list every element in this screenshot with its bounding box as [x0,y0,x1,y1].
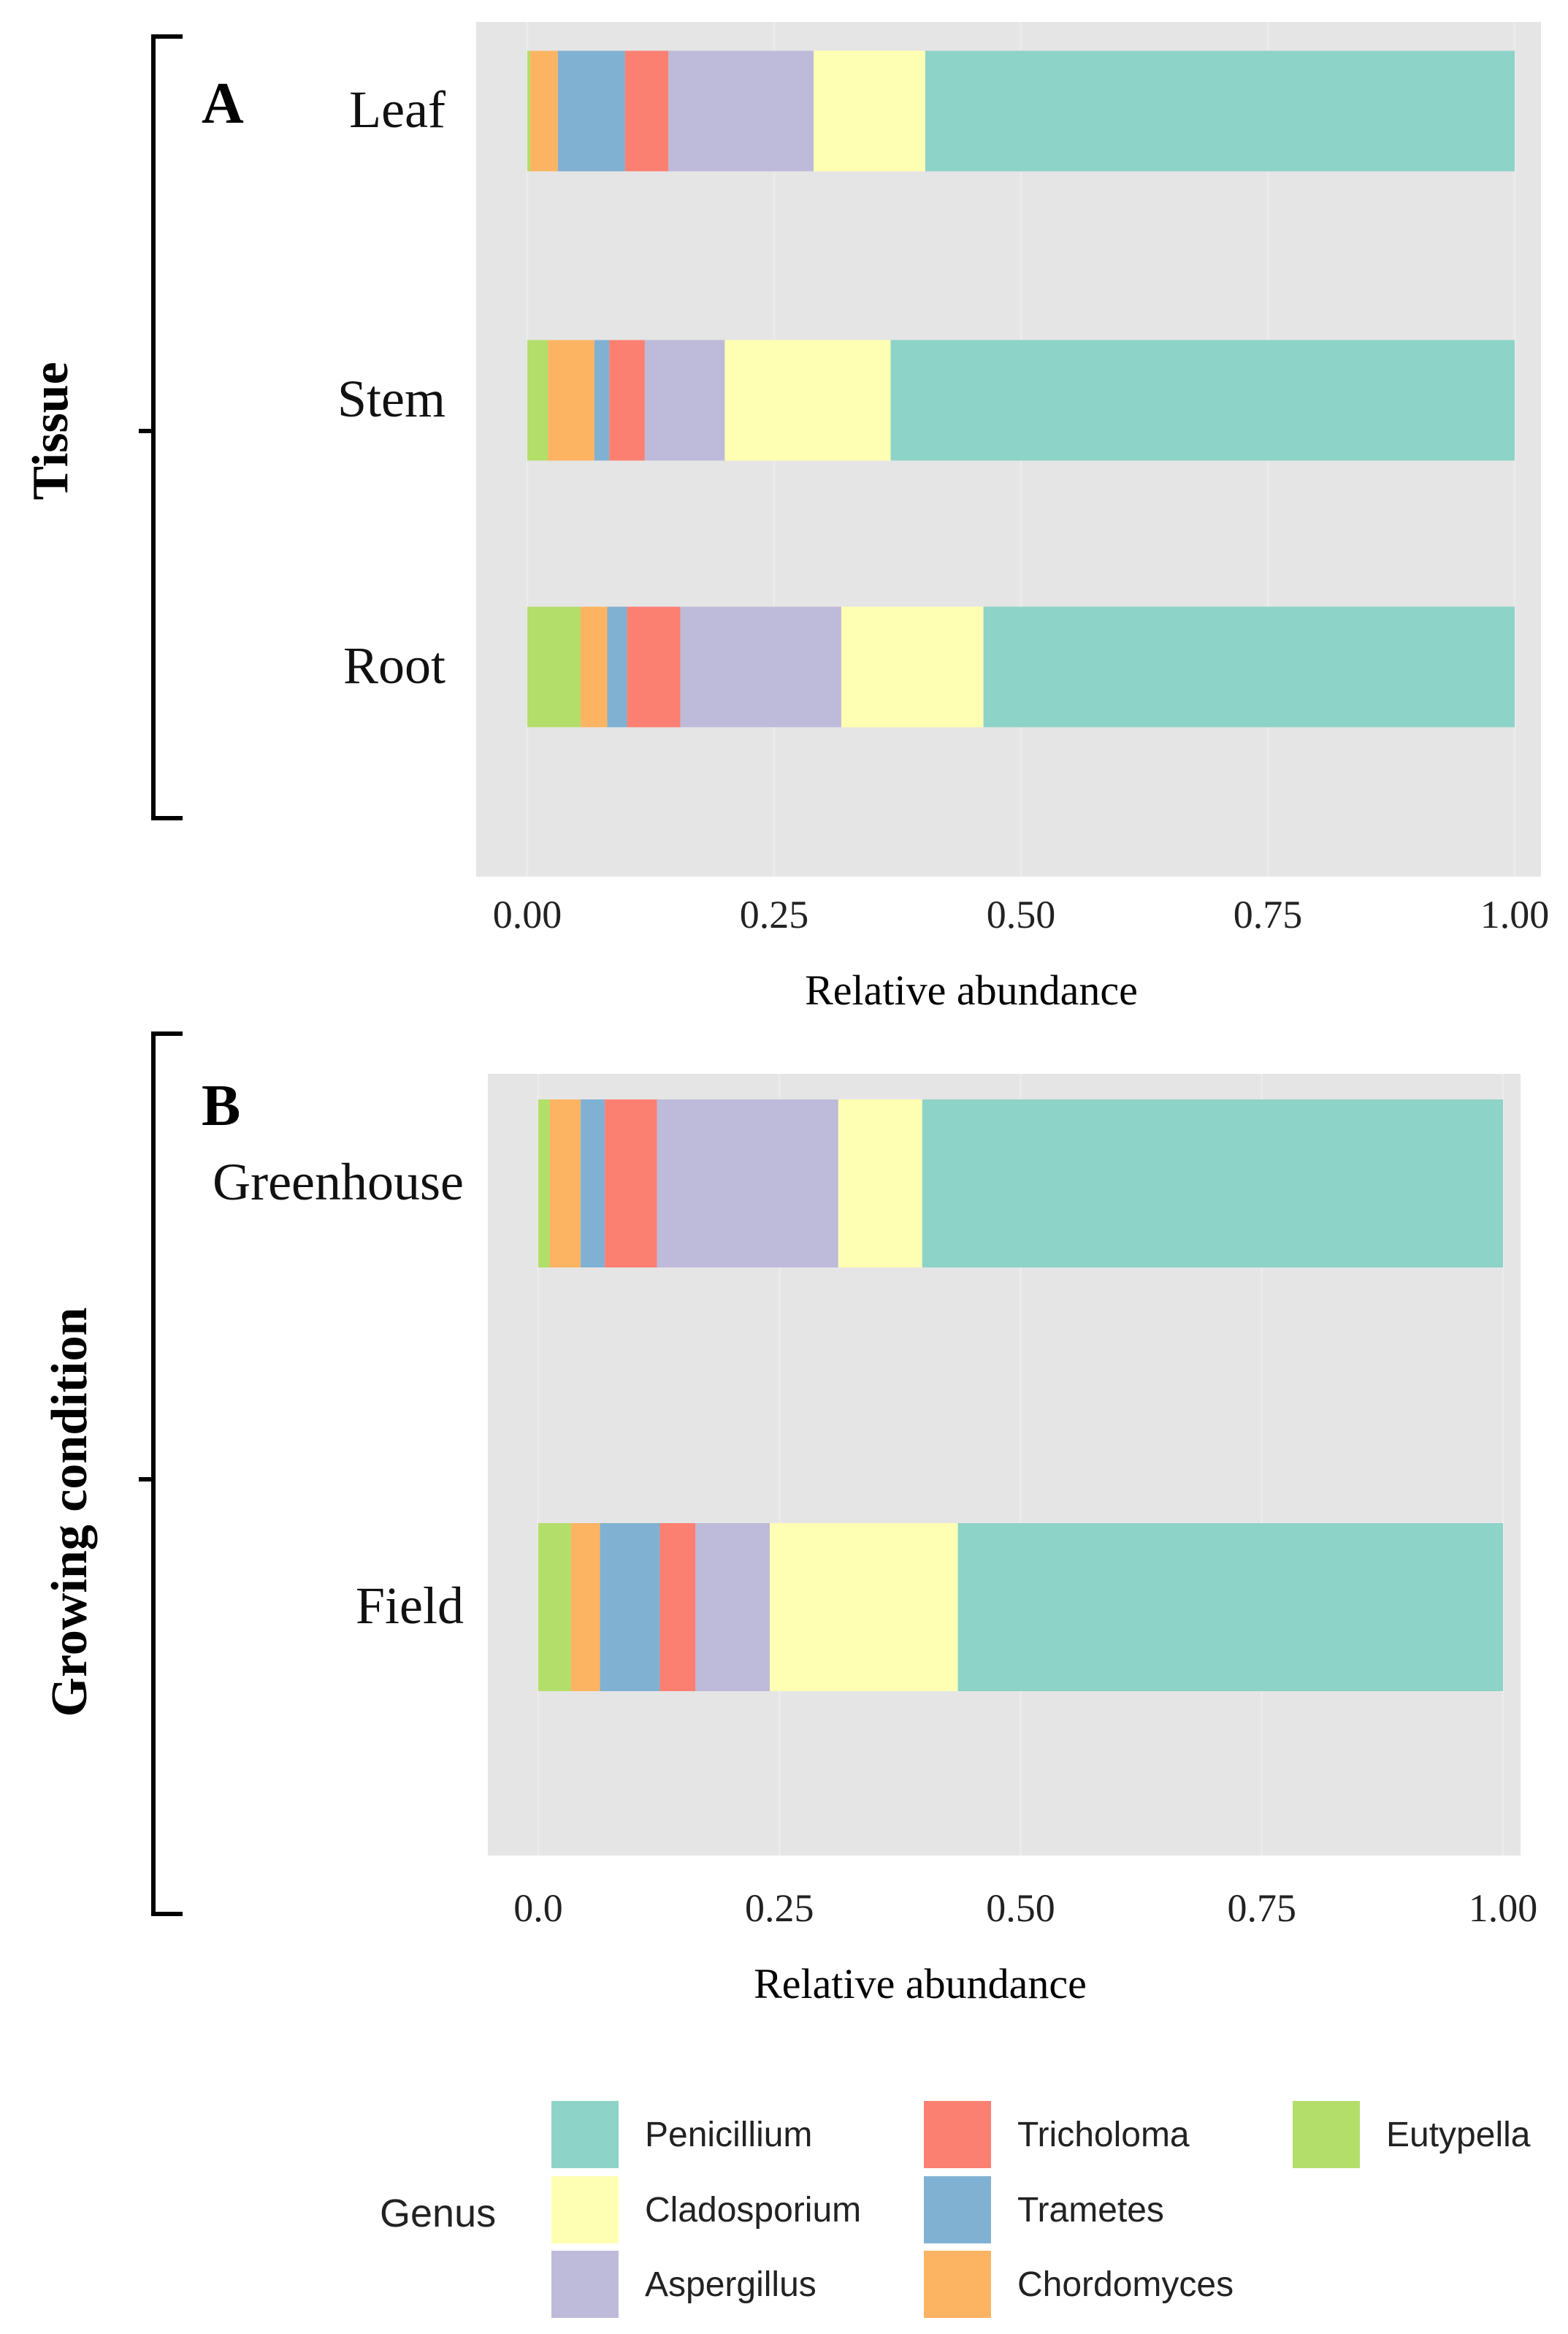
panel-b-x-axis-title: Relative abundance [754,1960,1087,2007]
panel-b-x-tick-label: 0.0 [513,1886,563,1930]
panel-b-x-tick-label: 1.00 [1469,1886,1538,1930]
panel-a-bar-stem-trametes [594,340,610,461]
panel-a-x-tick-label: 1.00 [1480,893,1550,937]
legend-item-eutypella: Eutypella [1293,2101,1531,2168]
panel-b-bar-greenhouse-trametes [581,1099,605,1267]
panel-a-bar-leaf-cladosporium [814,50,925,172]
legend-item-tricholoma: Tricholoma [924,2101,1190,2168]
legend-swatch-trametes [924,2176,991,2243]
panel-a-bars [527,50,1515,728]
legend-swatch-aspergillus [551,2251,619,2318]
panel-b: 0.0 0.25 0.50 0.75 1.00 Greenhouse Field B Re… [42,1031,1537,2007]
legend-title: Genus [380,2192,496,2235]
panel-b-bar-greenhouse-cladosporium [838,1099,922,1267]
panel-a-category-stem: Stem [337,370,445,428]
legend-swatch-penicillium [551,2101,619,2168]
panel-b-bar-field-eutypella [538,1523,571,1691]
panel-a-label: A [202,72,244,136]
panel-b-label: B [202,1074,240,1138]
legend-label-eutypella: Eutypella [1386,2116,1531,2154]
panel-a-bar-leaf-penicillium [925,50,1515,172]
panel-b-bars [538,1099,1503,1691]
panel-a-x-ticks: 0.00 0.25 0.50 0.75 1.00 [493,893,1550,937]
panel-a-bar-root-trametes [607,606,627,728]
panel-a-bar-leaf-eutypella [527,50,531,172]
panel-a-categories: Leaf Stem Root [337,80,445,695]
panel-a-bar-root-chordomyces [581,606,608,728]
panel-b-bar-field-cladosporium [770,1523,958,1691]
panel-b-bar-field-chordomyces [570,1523,600,1691]
panel-b-bar-greenhouse-tricholoma [605,1099,657,1267]
legend-item-cladosporium: Cladosporium [551,2176,861,2243]
panel-a-group-label: Tissue [23,362,79,500]
panel-a-category-leaf: Leaf [349,80,445,139]
panel-a-bar-root-eutypella [527,606,581,728]
panel-b-bar-greenhouse-penicillium [922,1099,1503,1267]
panel-a-x-axis-title: Relative abundance [805,966,1138,1014]
legend-label-tricholoma: Tricholoma [1017,2116,1190,2154]
panel-a-bracket [139,34,183,820]
panel-b-category-field: Field [356,1576,464,1635]
panel-a-bar-leaf-trametes [557,50,625,172]
panel-b-x-tick-label: 0.75 [1228,1886,1297,1930]
legend-swatch-chordomyces [924,2251,991,2318]
legend-swatch-cladosporium [551,2176,619,2243]
panel-b-bar-greenhouse-eutypella [538,1099,550,1267]
panel-b-bracket [139,1031,183,1916]
panel-a-x-tick-label: 0.50 [987,893,1056,937]
legend-label-chordomyces: Chordomyces [1017,2265,1234,2304]
panel-b-category-greenhouse: Greenhouse [213,1153,464,1211]
panel-a-bar-stem-tricholoma [609,340,645,461]
legend-label-penicillium: Penicillium [645,2116,812,2154]
panel-a-bar-leaf-aspergillus [668,50,814,172]
panel-a-bar-stem-aspergillus [644,340,725,461]
panel-b-bar-greenhouse-aspergillus [657,1099,838,1267]
panel-b-bar-field-tricholoma [659,1523,696,1691]
legend-item-trametes: Trametes [924,2176,1164,2243]
legend-item-aspergillus: Aspergillus [551,2251,816,2318]
panel-a: 0.00 0.25 0.50 0.75 1.00 Leaf Stem Root A Rela… [23,22,1549,1014]
panel-a-x-tick-label: 0.00 [493,893,562,937]
legend-items: Penicillium Cladosporium Aspergillus Tricho… [551,2101,1531,2318]
panel-a-category-root: Root [343,636,445,695]
legend-swatch-eutypella [1293,2101,1360,2168]
panel-a-bar-root-tricholoma [627,606,681,728]
panel-a-bar-stem-eutypella [527,340,548,461]
panel-b-bar-greenhouse-chordomyces [549,1099,581,1267]
panel-a-bar-stem-chordomyces [548,340,594,461]
legend-label-trametes: Trametes [1017,2191,1164,2230]
legend-swatch-tricholoma [924,2101,991,2168]
panel-b-x-tick-label: 0.25 [745,1886,814,1930]
panel-a-bar-stem-penicillium [890,340,1515,461]
legend-label-aspergillus: Aspergillus [645,2265,816,2304]
panel-a-x-tick-label: 0.75 [1234,893,1303,937]
panel-b-group-label: Growing condition [42,1308,98,1717]
panel-b-categories: Greenhouse Field [213,1153,464,1635]
panel-b-bar-field-aspergillus [695,1523,770,1691]
panel-b-bar-field-trametes [600,1523,660,1691]
legend-item-penicillium: Penicillium [551,2101,812,2168]
panel-a-bar-root-cladosporium [841,606,984,728]
panel-a-bar-leaf-tricholoma [624,50,669,172]
legend: Genus Penicillium Cladosporium Aspergillus… [380,2101,1531,2318]
legend-item-chordomyces: Chordomyces [924,2251,1234,2318]
legend-label-cladosporium: Cladosporium [645,2191,861,2230]
panel-a-bar-leaf-chordomyces [530,50,558,172]
panel-a-bar-root-penicillium [983,606,1515,728]
panel-a-bar-stem-cladosporium [724,340,891,461]
panel-a-bar-root-aspergillus [680,606,841,728]
panel-b-x-ticks: 0.0 0.25 0.50 0.75 1.00 [513,1886,1537,1930]
panel-b-bar-field-penicillium [957,1523,1503,1691]
panel-b-x-tick-label: 0.50 [986,1886,1055,1930]
panel-a-x-tick-label: 0.25 [740,893,809,937]
